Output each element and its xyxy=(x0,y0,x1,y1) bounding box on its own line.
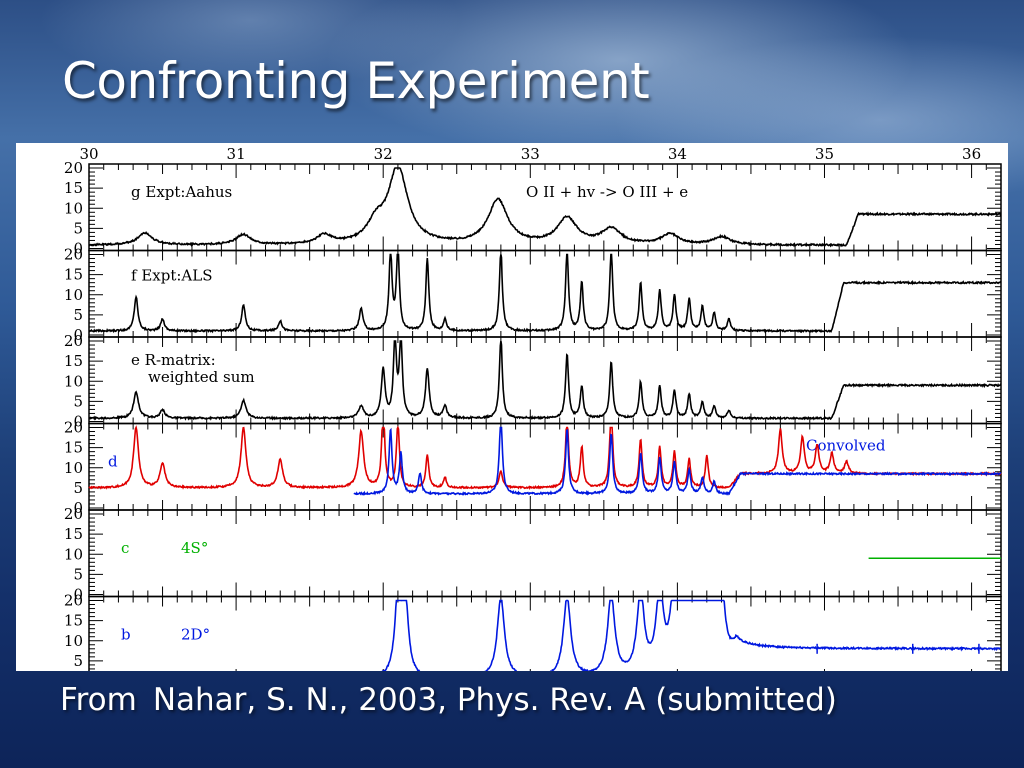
y-tick-label: 0 xyxy=(73,586,83,604)
panel-f-frame xyxy=(88,249,1002,338)
y-tick-label: 5 xyxy=(73,306,83,324)
panel-g-label: g Expt:Aahus xyxy=(131,183,232,201)
caption-lead: From xyxy=(60,682,137,718)
y-tick-label: 20 xyxy=(64,246,83,264)
y-tick-label: 0 xyxy=(73,326,83,344)
panel-e-label: weighted sum xyxy=(148,368,255,386)
x-tick-label: 31 xyxy=(227,145,246,163)
panel-d-label: Convolved xyxy=(806,437,886,455)
y-tick-label: 20 xyxy=(64,419,83,437)
y-tick-label: 15 xyxy=(64,266,83,284)
panel-c-label: 4S° xyxy=(181,539,208,557)
y-tick-label: 15 xyxy=(64,179,83,197)
y-tick-label: 5 xyxy=(73,479,83,497)
slide-caption: From Nahar, S. N., 2003, Phys. Rev. A (su… xyxy=(60,682,837,718)
x-tick-label: 30 xyxy=(79,145,98,163)
y-tick-label: 20 xyxy=(64,332,83,350)
y-tick-label: 15 xyxy=(64,525,83,543)
x-tick-label: 32 xyxy=(374,145,393,163)
y-tick-label: 0 xyxy=(73,240,83,258)
y-tick-label: 15 xyxy=(64,439,83,457)
y-tick-label: 15 xyxy=(64,612,83,630)
y-tick-label: 10 xyxy=(64,286,83,304)
panel-b-label: b xyxy=(121,626,131,644)
x-tick-label: 33 xyxy=(521,145,540,163)
panel-b-blue-series-line xyxy=(360,599,1001,680)
panel-c-label: c xyxy=(121,539,129,557)
y-tick-label: 20 xyxy=(64,505,83,523)
x-tick-label: 36 xyxy=(962,145,981,163)
y-tick-label: 10 xyxy=(64,459,83,477)
y-tick-label: 20 xyxy=(64,159,83,177)
panel-e-label: e R-matrix: xyxy=(131,351,216,369)
panel-c-frame xyxy=(88,509,1002,598)
panel-g-frame xyxy=(88,163,1002,252)
y-tick-label: 5 xyxy=(73,219,83,237)
panel-b-label: 2D° xyxy=(181,626,210,644)
panel-d-blue-series-line xyxy=(353,426,1002,497)
panel-f-label: f Expt:ALS xyxy=(131,267,212,285)
y-tick-label: 10 xyxy=(64,199,83,217)
panel-e-black-series-line xyxy=(88,340,1002,421)
panel-g-black-series-line xyxy=(88,167,1002,248)
x-tick-label: 35 xyxy=(815,145,834,163)
y-tick-label: 10 xyxy=(64,372,83,390)
y-tick-label: 5 xyxy=(73,652,83,670)
y-tick-label: 10 xyxy=(64,632,83,650)
y-tick-label: 20 xyxy=(64,592,83,610)
spectrum-chart: 30 31 32 33 34 35 36 20 15 10 5 0 g Expt:Aahus O II +… xyxy=(64,145,1002,690)
panel-b-frame xyxy=(88,595,1002,684)
slide-title: Confronting Experiment xyxy=(62,52,650,110)
y-tick-label: 0 xyxy=(73,413,83,431)
y-tick-label: 10 xyxy=(64,545,83,563)
panel-d-label: d xyxy=(108,453,118,471)
y-tick-label: 5 xyxy=(73,565,83,583)
panel-g-label: O II + hv -> O III + e xyxy=(526,183,688,201)
panel-f-black-series-line xyxy=(88,253,1002,334)
x-tick-label: 34 xyxy=(668,145,687,163)
panel-d-red-series-line xyxy=(88,425,1002,491)
caption-reference: Nahar, S. N., 2003, Phys. Rev. A (submit… xyxy=(152,682,837,718)
y-tick-label: 5 xyxy=(73,392,83,410)
y-tick-label: 0 xyxy=(73,499,83,517)
y-tick-label: 15 xyxy=(64,352,83,370)
spectrum-figure: 30 31 32 33 34 35 36 20 15 10 5 0 g Expt:Aahus O II +… xyxy=(16,143,1008,690)
